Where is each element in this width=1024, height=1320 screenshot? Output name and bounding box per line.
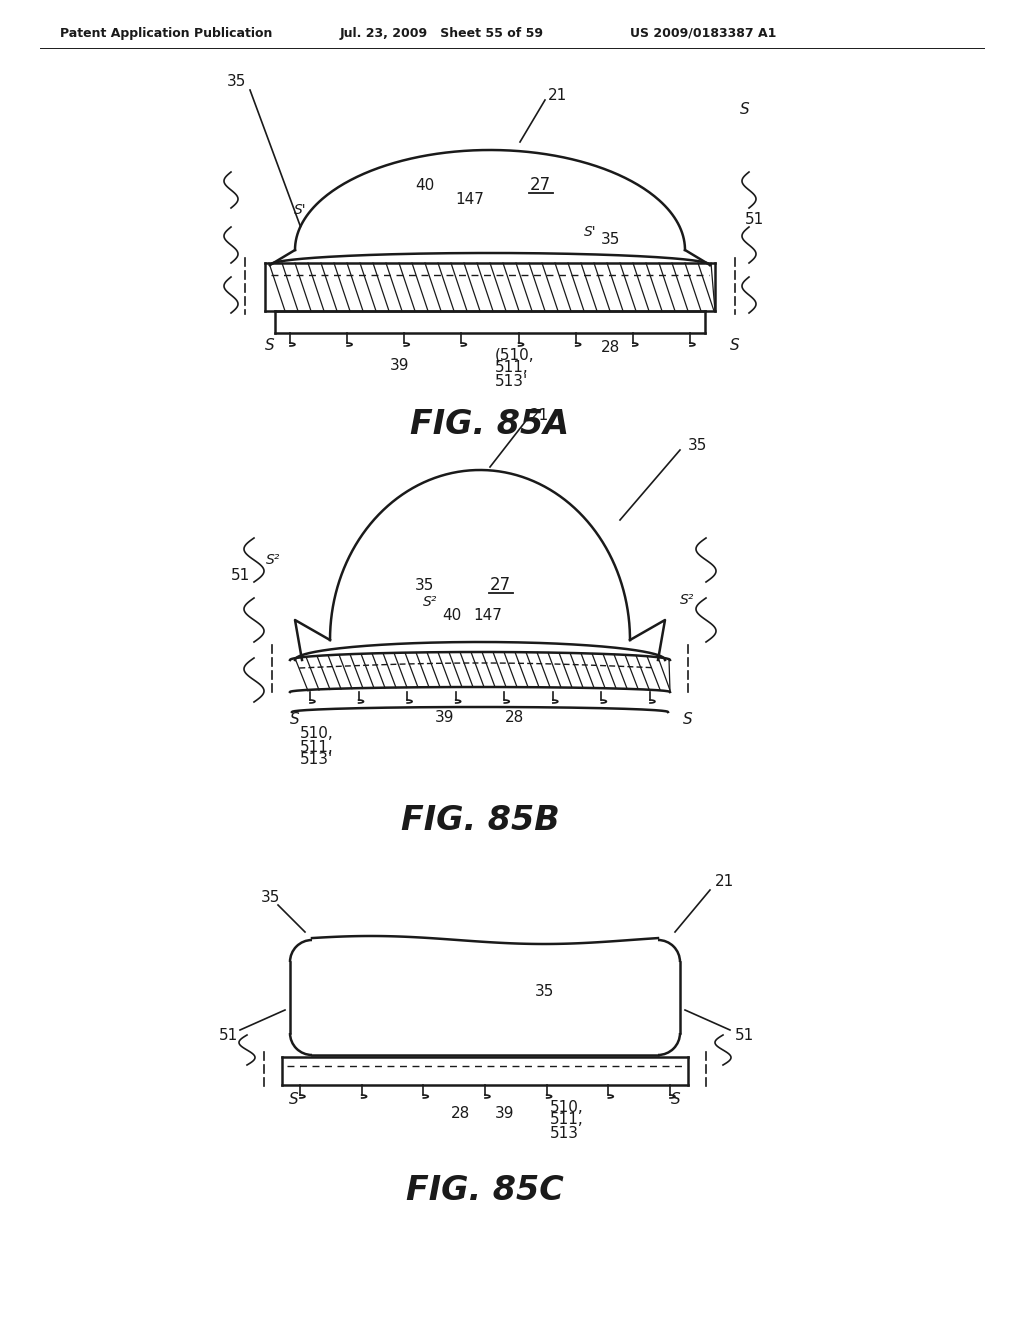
Text: S: S [740, 103, 750, 117]
Text: 27: 27 [529, 176, 551, 194]
Text: 510,: 510, [550, 1100, 584, 1114]
Text: Jul. 23, 2009   Sheet 55 of 59: Jul. 23, 2009 Sheet 55 of 59 [340, 26, 544, 40]
Text: S²: S² [423, 595, 437, 609]
Text: S²: S² [266, 553, 281, 568]
Text: S: S [683, 713, 693, 727]
Text: (510,: (510, [495, 347, 535, 363]
Text: S': S' [584, 224, 596, 239]
Text: 21: 21 [530, 408, 549, 422]
Text: FIG. 85C: FIG. 85C [407, 1173, 564, 1206]
Text: FIG. 85B: FIG. 85B [400, 804, 559, 837]
Text: 35: 35 [688, 437, 708, 453]
Text: Patent Application Publication: Patent Application Publication [60, 26, 272, 40]
Text: 27: 27 [489, 576, 511, 594]
Text: 51: 51 [735, 1027, 755, 1043]
Text: 51: 51 [230, 568, 250, 582]
Text: 51: 51 [218, 1027, 238, 1043]
Text: 513': 513' [495, 374, 528, 388]
Text: 28: 28 [451, 1106, 470, 1121]
Text: FIG. 85A: FIG. 85A [411, 408, 569, 441]
Text: 35: 35 [227, 74, 247, 90]
Text: 510,: 510, [300, 726, 334, 742]
Text: S: S [265, 338, 274, 352]
Text: 35: 35 [536, 985, 555, 999]
Text: 21: 21 [715, 874, 734, 890]
Text: 40: 40 [442, 607, 462, 623]
Text: 51: 51 [745, 213, 765, 227]
Text: 35: 35 [600, 232, 620, 248]
Text: 21: 21 [548, 87, 567, 103]
Text: 35: 35 [260, 891, 280, 906]
Text: 147: 147 [473, 607, 503, 623]
Text: S: S [289, 1093, 299, 1107]
Text: S': S' [294, 203, 306, 216]
Text: 39: 39 [390, 358, 410, 372]
Text: 511,: 511, [495, 360, 528, 375]
Text: 513': 513' [300, 752, 333, 767]
Text: 511,: 511, [550, 1113, 584, 1127]
Text: 35: 35 [416, 578, 434, 593]
Text: S²: S² [680, 593, 694, 607]
Text: 511,: 511, [300, 739, 334, 755]
Text: 40: 40 [416, 177, 434, 193]
Text: 39: 39 [435, 710, 455, 725]
Text: S: S [730, 338, 739, 352]
Text: S: S [671, 1093, 681, 1107]
Text: 28: 28 [600, 341, 620, 355]
Text: US 2009/0183387 A1: US 2009/0183387 A1 [630, 26, 776, 40]
Text: S: S [290, 713, 300, 727]
Text: 39: 39 [496, 1106, 515, 1121]
Text: 513: 513 [550, 1126, 579, 1140]
Text: 147: 147 [456, 193, 484, 207]
Text: 28: 28 [506, 710, 524, 725]
